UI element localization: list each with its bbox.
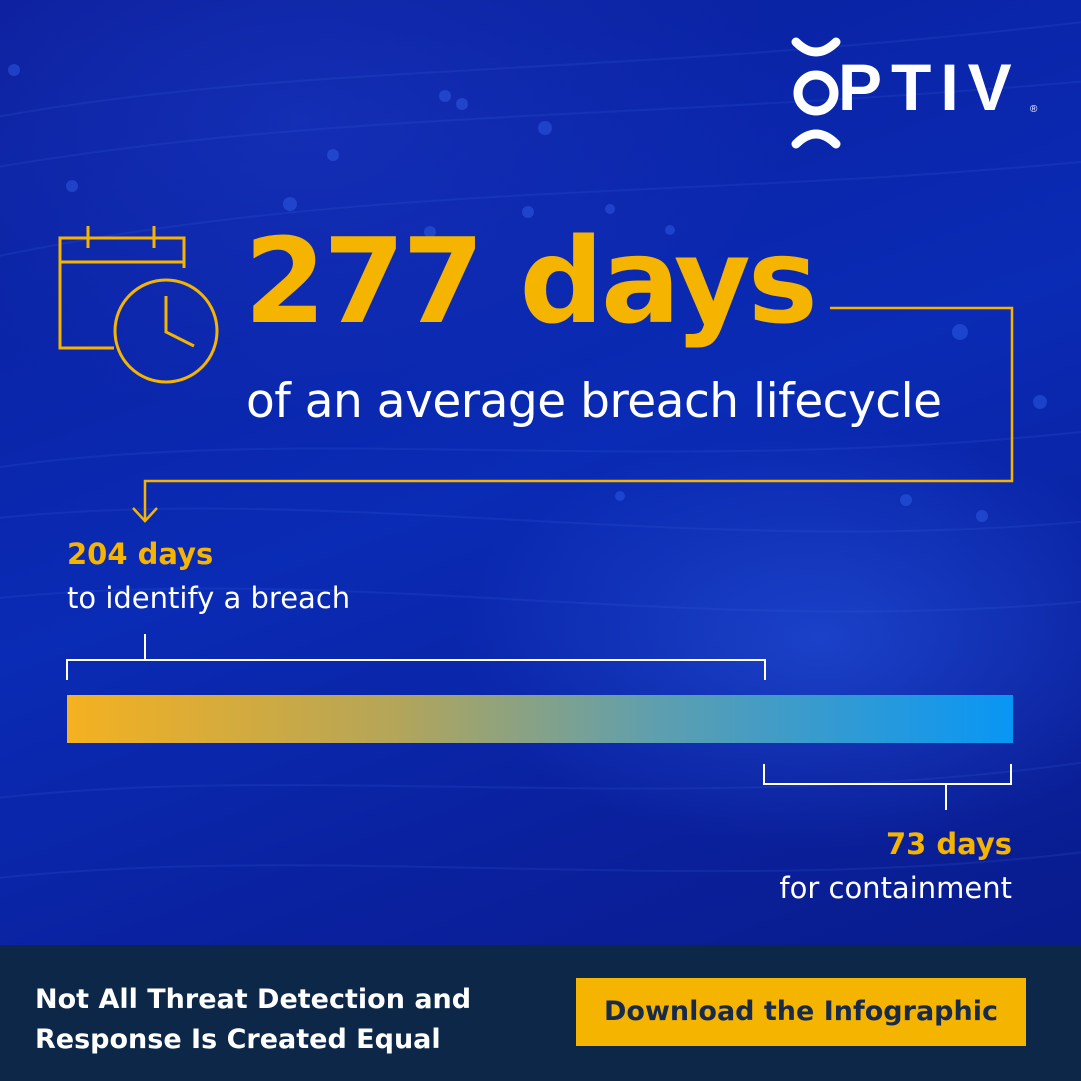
optiv-logo [791, 37, 841, 149]
identify-label: to identify a breach [67, 581, 351, 615]
calendar-clock-icon [58, 226, 219, 384]
registered-mark: ® [1030, 104, 1038, 115]
identify-value: 204 days [67, 537, 214, 571]
timeline-bar [67, 695, 1013, 743]
background-fiber-lines [0, 21, 1081, 879]
headline-subtitle: of an average breach lifecycle [246, 374, 942, 429]
logo-wordmark: PTIV [838, 50, 1021, 124]
footer-tagline-line-2: Response Is Created Equal [35, 1024, 441, 1055]
download-infographic-button[interactable]: Download the Infographic [576, 978, 1026, 1046]
footer-tagline-line-1: Not All Threat Detection and [35, 984, 472, 1015]
footer-tagline: Not All Threat Detection and Response Is… [35, 980, 471, 1060]
headline-value: 277 days [244, 212, 818, 350]
containment-value: 73 days [885, 827, 1012, 861]
containment-label: for containment [779, 871, 1012, 905]
